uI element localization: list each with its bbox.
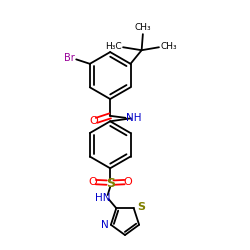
Text: HN: HN xyxy=(96,193,111,203)
Text: Br: Br xyxy=(64,53,75,63)
Text: S: S xyxy=(137,202,145,212)
Text: CH₃: CH₃ xyxy=(161,42,177,51)
Text: NH: NH xyxy=(126,112,142,122)
Text: CH₃: CH₃ xyxy=(134,24,151,32)
Text: O: O xyxy=(88,177,97,187)
Text: H₃C: H₃C xyxy=(105,42,121,51)
Text: N: N xyxy=(101,220,108,230)
Text: S: S xyxy=(106,177,115,190)
Text: O: O xyxy=(89,116,98,126)
Text: O: O xyxy=(123,177,132,187)
